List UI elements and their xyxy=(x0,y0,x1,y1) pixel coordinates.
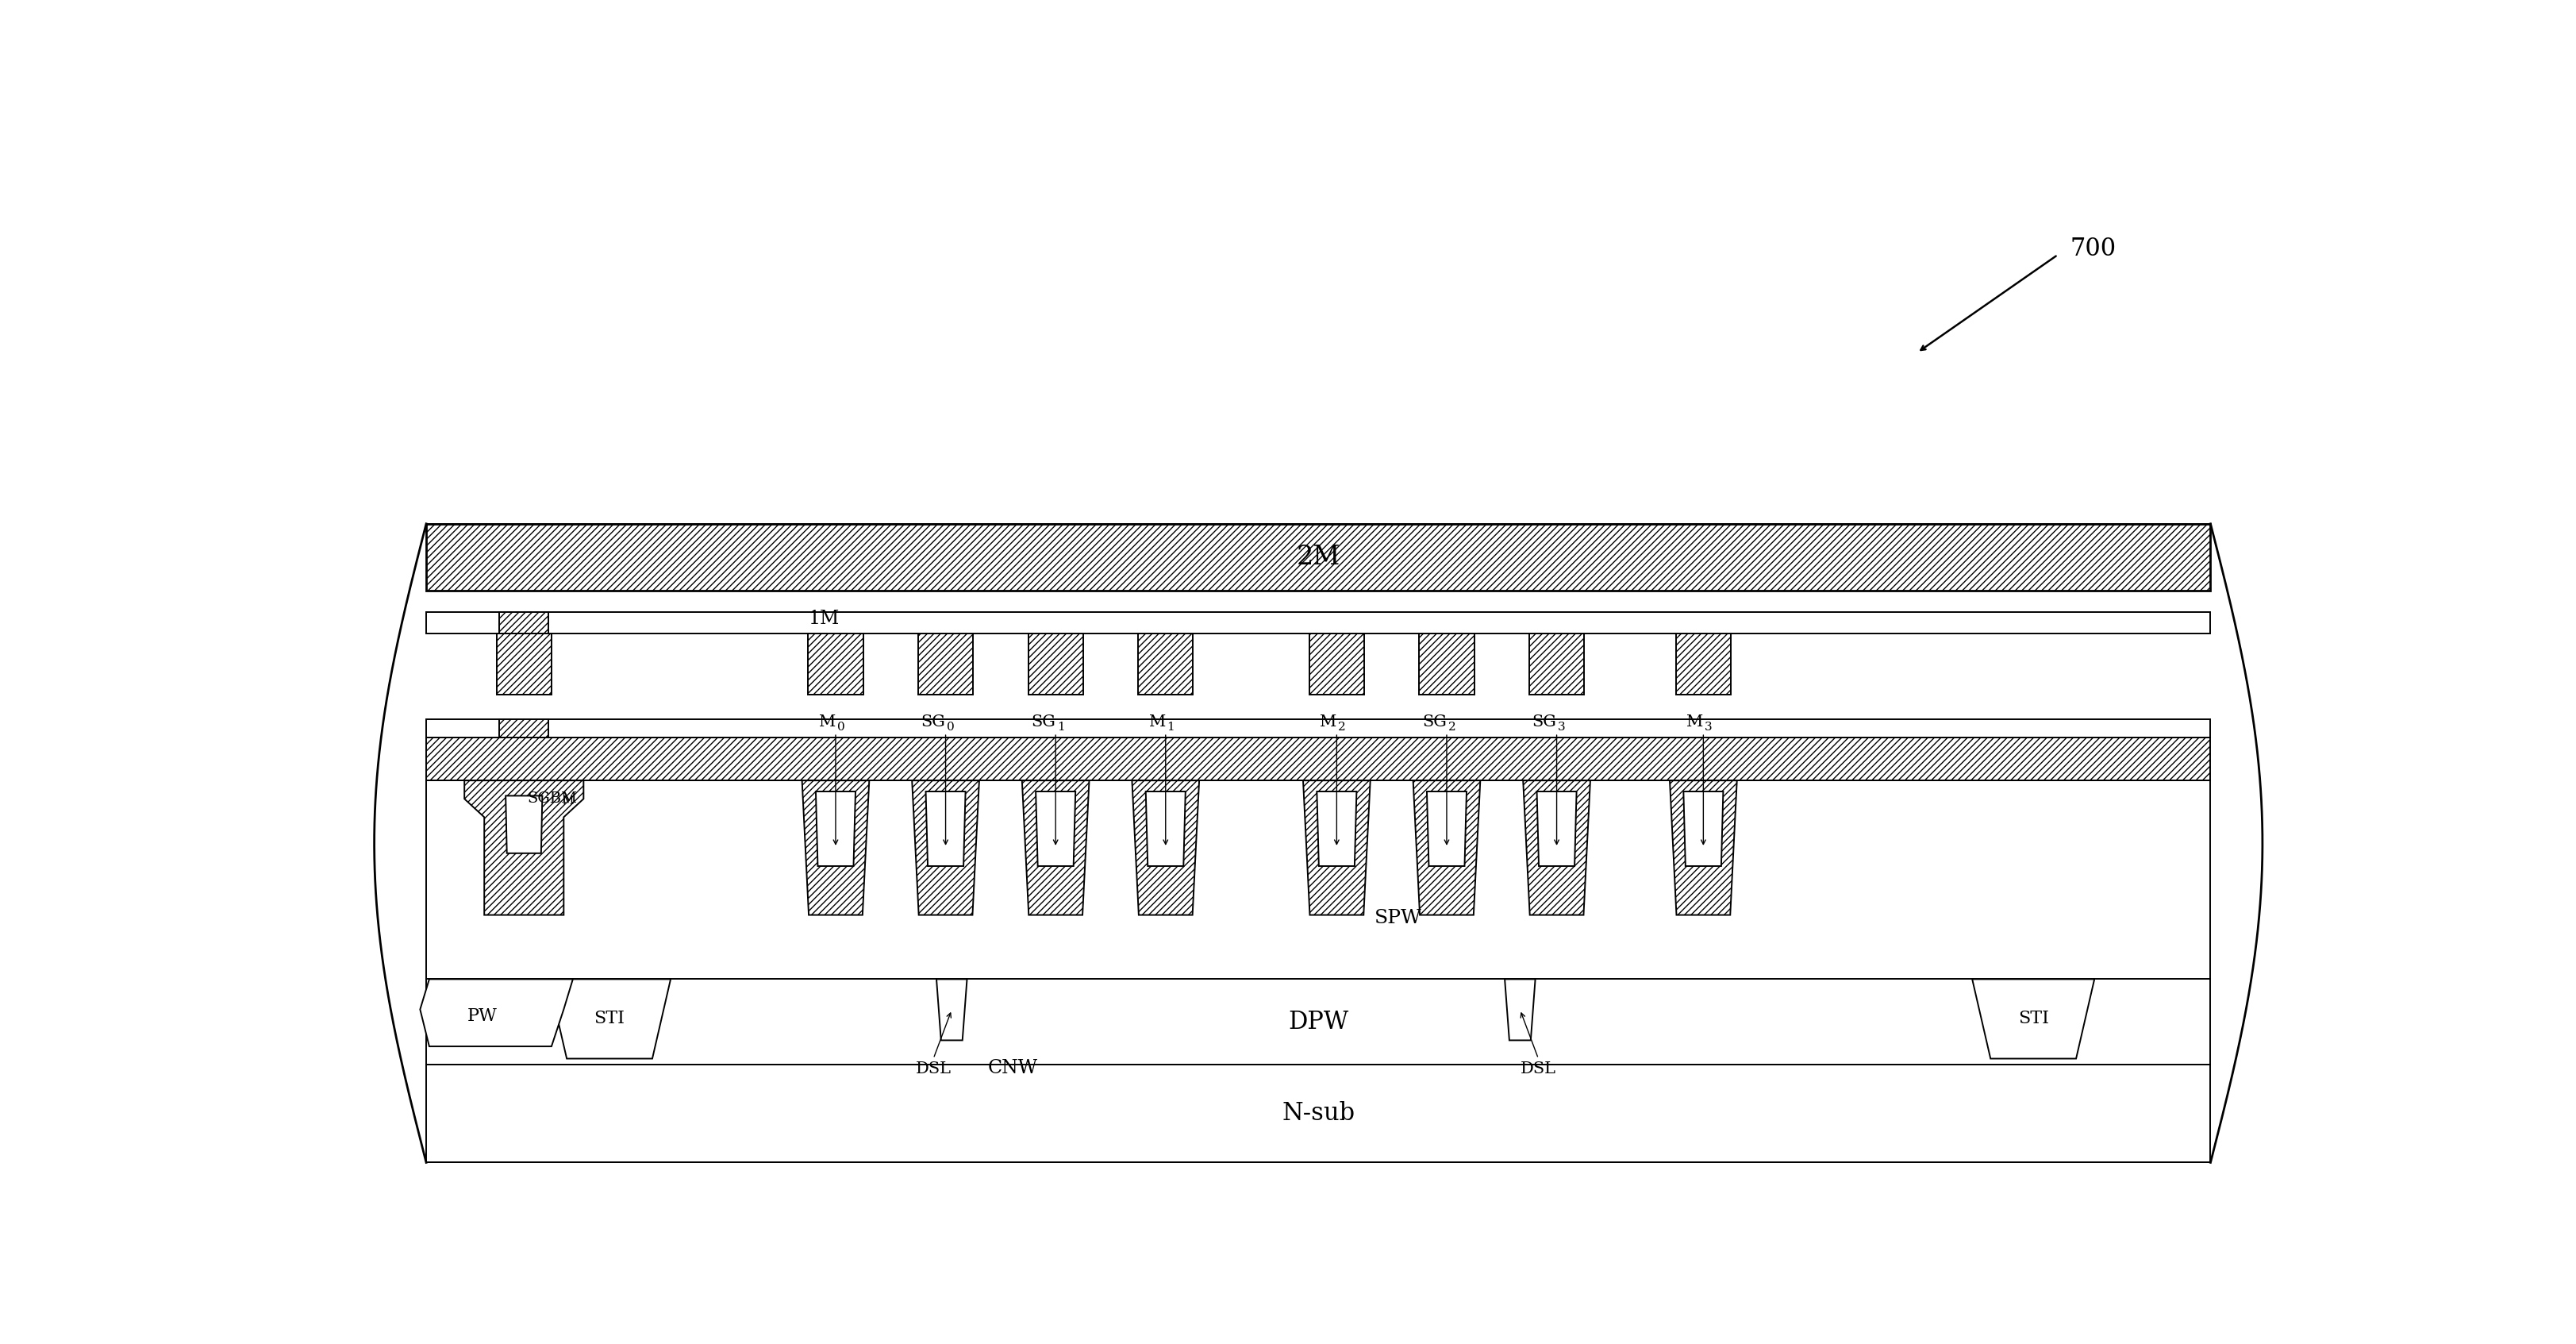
Text: DSL: DSL xyxy=(1520,1062,1556,1077)
Polygon shape xyxy=(925,792,966,866)
Text: M: M xyxy=(1319,715,1337,730)
Polygon shape xyxy=(1131,781,1200,915)
Polygon shape xyxy=(505,796,544,853)
Text: SG: SG xyxy=(1030,715,1056,730)
Polygon shape xyxy=(801,781,868,915)
Text: 0: 0 xyxy=(837,722,845,732)
Bar xyxy=(425,738,2210,781)
Text: STI: STI xyxy=(2017,1011,2048,1028)
Polygon shape xyxy=(1303,781,1370,915)
Polygon shape xyxy=(1538,792,1577,866)
Polygon shape xyxy=(420,980,572,1047)
Polygon shape xyxy=(1973,980,2094,1059)
Polygon shape xyxy=(938,980,966,1040)
Polygon shape xyxy=(464,781,585,915)
Bar xyxy=(809,634,863,695)
Text: 3: 3 xyxy=(1705,722,1713,732)
Text: 1: 1 xyxy=(1167,722,1175,732)
Bar xyxy=(425,524,2210,1163)
Bar xyxy=(1139,634,1193,695)
Bar xyxy=(425,781,2210,980)
Text: SG: SG xyxy=(1533,715,1556,730)
Polygon shape xyxy=(817,792,855,866)
Polygon shape xyxy=(1504,980,1535,1040)
Text: M: M xyxy=(562,796,574,806)
Text: CNW: CNW xyxy=(987,1059,1038,1077)
Polygon shape xyxy=(1146,792,1185,866)
Bar xyxy=(1419,634,1473,695)
Bar xyxy=(425,613,2210,634)
Text: 2M: 2M xyxy=(1296,544,1340,570)
Polygon shape xyxy=(1427,792,1466,866)
Bar xyxy=(1677,634,1731,695)
Bar xyxy=(425,1064,2210,1163)
Text: 700: 700 xyxy=(2071,237,2115,261)
Text: SG: SG xyxy=(1422,715,1448,730)
Polygon shape xyxy=(1316,792,1358,866)
Text: 2: 2 xyxy=(1337,722,1345,732)
Text: M: M xyxy=(1149,715,1164,730)
Text: 3: 3 xyxy=(1558,722,1566,732)
Bar xyxy=(917,634,974,695)
Bar xyxy=(1028,634,1082,695)
Text: DPW: DPW xyxy=(1288,1009,1350,1035)
Text: SG: SG xyxy=(922,715,945,730)
Text: SPW: SPW xyxy=(1373,909,1422,927)
Polygon shape xyxy=(1685,792,1723,866)
Polygon shape xyxy=(1036,792,1074,866)
Text: DSL: DSL xyxy=(914,1062,951,1077)
Polygon shape xyxy=(1669,781,1736,915)
Text: N-sub: N-sub xyxy=(1283,1101,1355,1126)
Bar xyxy=(500,719,549,738)
Text: SGBM: SGBM xyxy=(528,792,577,806)
Bar xyxy=(425,980,2210,1064)
Polygon shape xyxy=(1522,781,1589,915)
Text: 1M: 1M xyxy=(809,609,840,628)
Bar xyxy=(1530,634,1584,695)
Bar xyxy=(425,524,2210,591)
Polygon shape xyxy=(549,980,670,1059)
Bar xyxy=(497,634,551,695)
Text: M: M xyxy=(1687,715,1703,730)
Text: 1: 1 xyxy=(1056,722,1064,732)
Polygon shape xyxy=(1414,781,1481,915)
Text: PW: PW xyxy=(466,1008,497,1025)
Bar xyxy=(425,719,2210,738)
Text: 2: 2 xyxy=(1448,722,1455,732)
Text: 0: 0 xyxy=(948,722,956,732)
Text: STI: STI xyxy=(595,1011,626,1028)
Bar xyxy=(500,613,549,634)
Polygon shape xyxy=(1023,781,1090,915)
Text: M: M xyxy=(819,715,835,730)
Polygon shape xyxy=(912,781,979,915)
Bar xyxy=(1309,634,1365,695)
